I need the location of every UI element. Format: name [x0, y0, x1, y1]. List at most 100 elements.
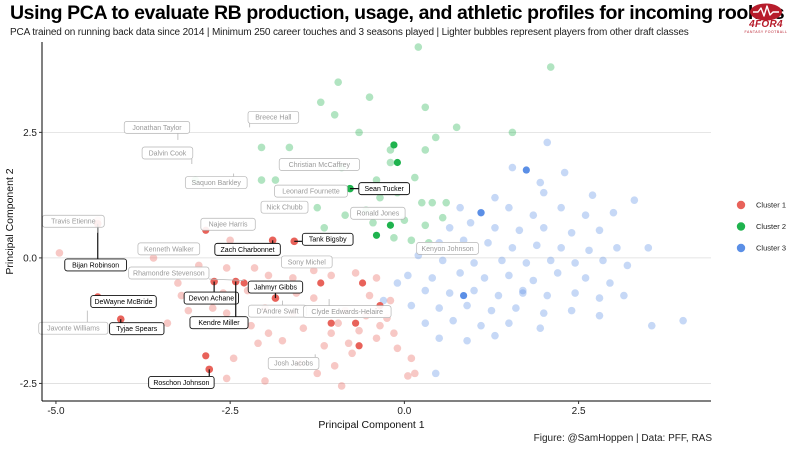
player-labels: Bijan Robinson DeWayne McBride Tyjae Spear… — [38, 110, 479, 389]
data-point — [539, 188, 548, 197]
data-point — [560, 168, 569, 177]
y-axis-title: Principal Component 2 — [4, 168, 16, 274]
data-point — [327, 319, 335, 327]
data-point — [508, 163, 517, 172]
player-label: Kenyon Johnson — [422, 246, 474, 253]
data-point — [404, 372, 412, 380]
player-label: Tyjae Spears — [116, 326, 157, 333]
player-label: Devon Achane — [189, 295, 235, 302]
data-point — [163, 319, 172, 327]
data-point — [546, 256, 555, 265]
data-point — [505, 203, 513, 212]
legend-label: Cluster 1 — [756, 201, 786, 210]
player-label-box — [200, 217, 256, 231]
data-point — [386, 296, 395, 305]
data-point — [571, 259, 579, 267]
legend-label: Cluster 2 — [756, 222, 786, 231]
data-point — [229, 354, 238, 363]
data-point — [470, 286, 478, 295]
data-point — [421, 103, 430, 112]
data-point — [452, 123, 461, 132]
player-label-box — [247, 280, 304, 294]
data-point — [264, 271, 273, 280]
player-label: Ronald Jones — [356, 211, 399, 218]
data-point — [174, 279, 182, 287]
data-point — [595, 226, 604, 235]
football-icon — [750, 3, 782, 21]
data-point — [421, 286, 430, 295]
player-label: Javonte Williams — [47, 326, 100, 333]
data-point — [313, 369, 322, 378]
data-point — [271, 176, 280, 184]
player-label: Dalvin Cook — [149, 150, 187, 157]
data-point — [484, 239, 492, 247]
data-point — [463, 336, 471, 345]
data-point — [358, 279, 367, 287]
data-point — [571, 289, 579, 297]
data-point — [393, 158, 402, 167]
data-point — [456, 203, 464, 212]
data-point — [278, 336, 287, 345]
data-point — [355, 342, 363, 350]
data-point — [222, 264, 231, 272]
x-tick-label: 2.5 — [572, 406, 586, 417]
data-point — [390, 234, 398, 242]
data-point — [417, 198, 426, 207]
data-point — [536, 178, 545, 187]
logo-subtext: FANTASY FOOTBALL — [744, 30, 788, 34]
data-point — [522, 259, 531, 267]
data-points — [55, 43, 687, 390]
data-point — [480, 274, 489, 282]
player-label-box — [260, 200, 309, 214]
player-label: Roschon Johnson — [153, 380, 209, 387]
x-tick-label: 0.0 — [397, 406, 411, 417]
player-label-box — [247, 110, 300, 124]
player-label: Breece Hall — [255, 115, 292, 122]
data-point — [250, 264, 259, 272]
data-point — [519, 286, 527, 295]
data-point — [435, 334, 444, 343]
data-point — [445, 223, 454, 232]
chart-caption: Figure: @SamHoppen | Data: PFF, RAS — [533, 433, 712, 444]
data-point — [609, 208, 618, 217]
data-point — [567, 228, 576, 237]
data-point — [421, 319, 430, 327]
data-point — [539, 223, 548, 232]
player-label: DeWayne McBride — [94, 299, 152, 306]
player-label: Saquon Barkley — [192, 180, 242, 187]
chart-subtitle: PCA trained on running back data since 2… — [10, 27, 689, 38]
data-point — [438, 213, 447, 222]
labeled-player-point — [271, 294, 280, 302]
legend-swatch — [736, 243, 746, 253]
logo-text: 4FOR4 — [749, 19, 783, 30]
data-point — [588, 191, 597, 199]
player-label-box — [281, 255, 333, 269]
data-point — [599, 256, 607, 265]
player-label: Tank Bigsby — [309, 237, 347, 244]
data-point — [386, 221, 395, 229]
data-point — [149, 254, 158, 262]
legend-swatch — [736, 222, 746, 231]
player-label: Jonathan Taylor — [132, 125, 182, 132]
data-point — [431, 369, 440, 378]
player-label: Clyde Edwards-Helaire — [311, 309, 383, 316]
data-point — [309, 266, 318, 275]
data-point — [522, 166, 530, 174]
data-point — [519, 289, 527, 297]
data-point — [508, 128, 517, 137]
data-point — [460, 291, 468, 300]
data-point — [491, 331, 499, 340]
player-label-box — [90, 295, 157, 309]
player-label-box — [214, 242, 281, 256]
data-point — [581, 211, 590, 220]
data-point — [407, 301, 416, 310]
data-point — [393, 279, 402, 287]
data-point — [647, 321, 656, 330]
data-point — [581, 274, 590, 282]
data-point — [487, 306, 496, 315]
player-label: Zach Charbonnet — [221, 247, 275, 254]
chart-title: Using PCA to evaluate RB production, usa… — [10, 2, 785, 24]
grid-lines — [42, 131, 711, 384]
data-point — [543, 138, 552, 147]
